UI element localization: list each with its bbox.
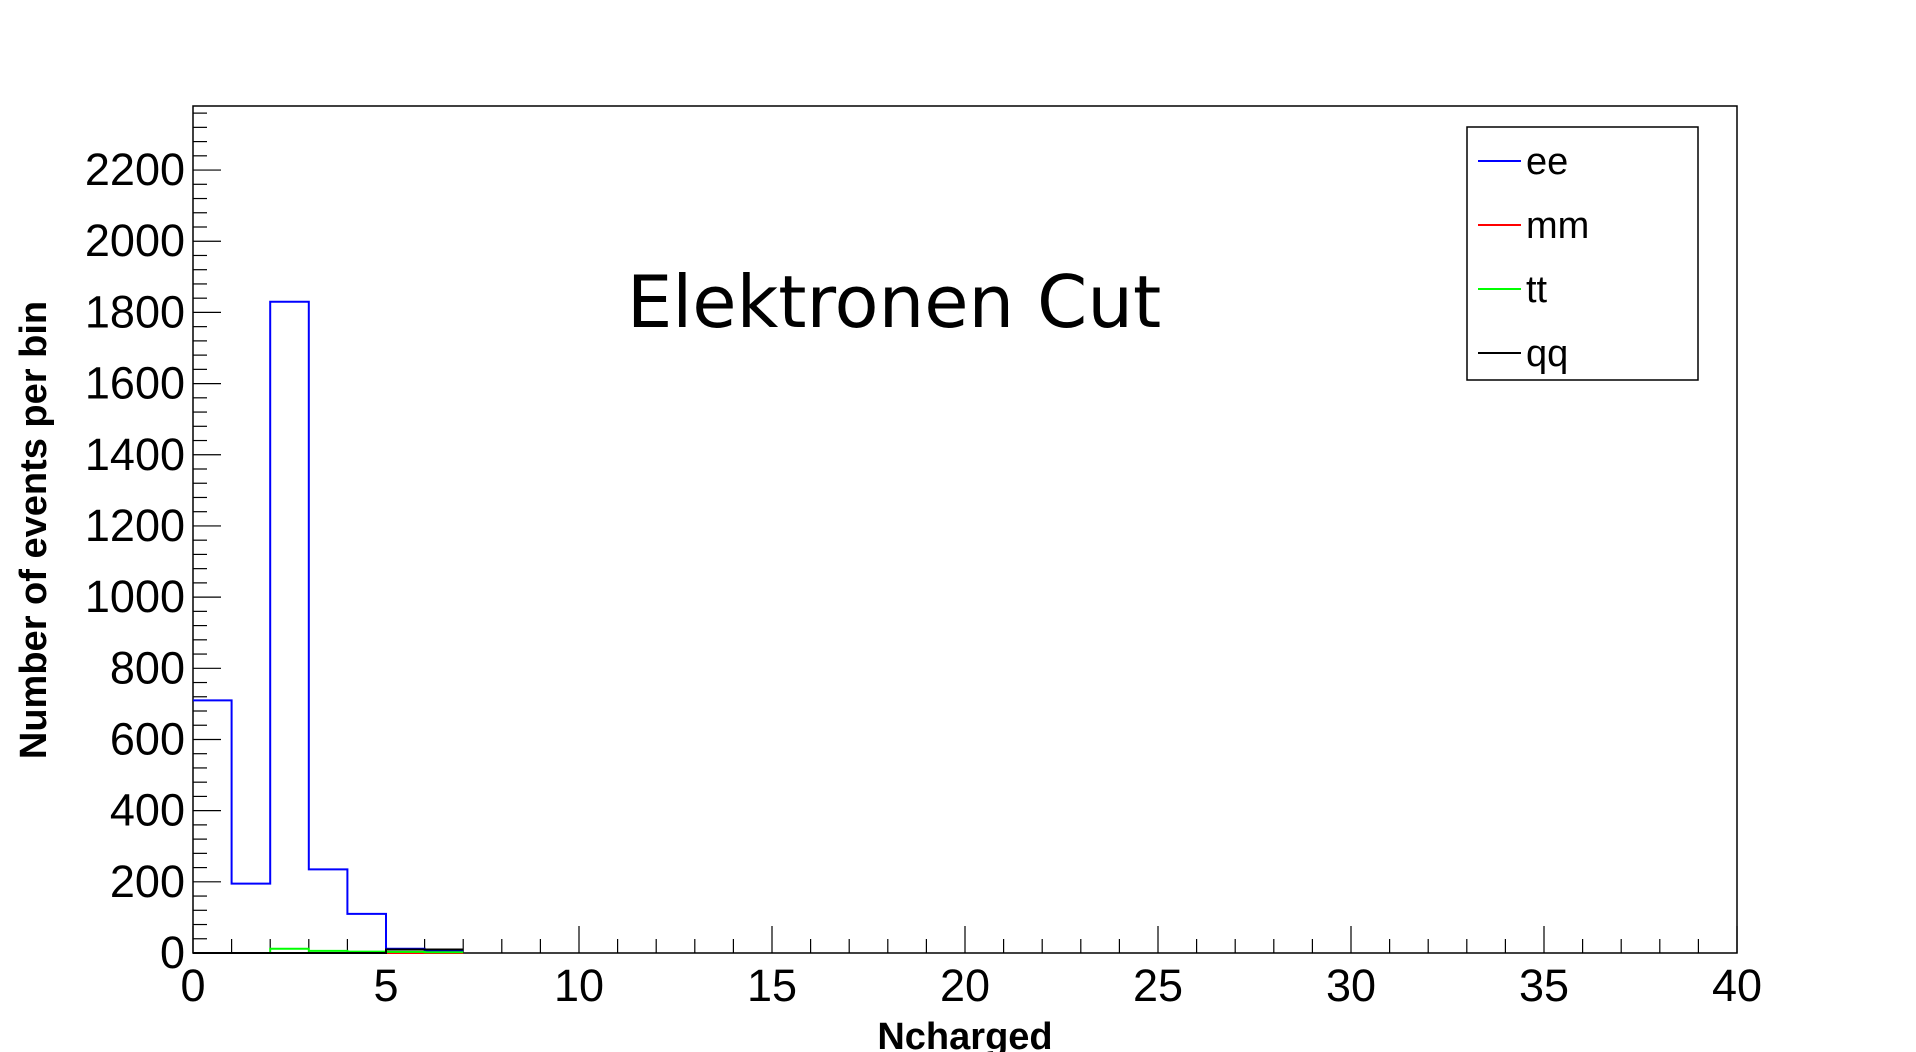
bin-ee-4 [347,914,386,953]
histogram-series [193,300,464,954]
bin-ee-3 [309,869,348,953]
y-tick-label: 1400 [85,429,185,480]
y-tick-label: 2000 [85,215,185,266]
y-tick-label: 200 [110,856,185,907]
y-axis-label: Number of events per bin [13,301,55,759]
series-qq-step [193,948,464,954]
bin-ee-2 [270,302,309,953]
y-tick-label: 0 [160,927,185,978]
y-tick-label: 600 [110,713,185,764]
x-axis-ticks: 0 5 10 15 20 25 30 35 40 [180,926,1762,1011]
legend-qq-label: qq [1526,333,1568,375]
series-ee-step [193,300,464,953]
y-tick-label: 1800 [85,286,185,337]
legend-box [1466,126,1699,381]
legend-ee-label: ee [1526,141,1568,183]
x-tick-label: 15 [747,960,797,1011]
bin-ee-0 [193,700,232,953]
x-tick-label: 30 [1326,960,1376,1011]
x-tick-label: 5 [373,960,398,1011]
y-tick-label: 400 [110,785,185,836]
legend-mm-label: mm [1526,205,1589,247]
x-axis-label: Ncharged [877,1016,1052,1052]
legend-tt-label: tt [1526,269,1548,311]
x-tick-label: 0 [180,960,205,1011]
x-tick-label: 10 [554,960,604,1011]
y-tick-label: 800 [110,642,185,693]
x-tick-label: 40 [1712,960,1762,1011]
bin-ee-1 [232,884,271,953]
x-tick-label: 20 [940,960,990,1011]
y-tick-label: 1600 [85,358,185,409]
y-tick-label: 1000 [85,571,185,622]
y-tick-label: 1200 [85,500,185,551]
chart-title: Elektronen Cut [627,260,1161,344]
x-tick-label: 35 [1519,960,1569,1011]
y-axis-ticks: 0 200 400 600 800 1000 1200 1400 1600 1800 2000 220… [85,112,221,978]
legend: ee mm tt qq [1466,126,1699,381]
x-tick-label: 25 [1133,960,1183,1011]
y-tick-label: 2200 [85,144,185,195]
